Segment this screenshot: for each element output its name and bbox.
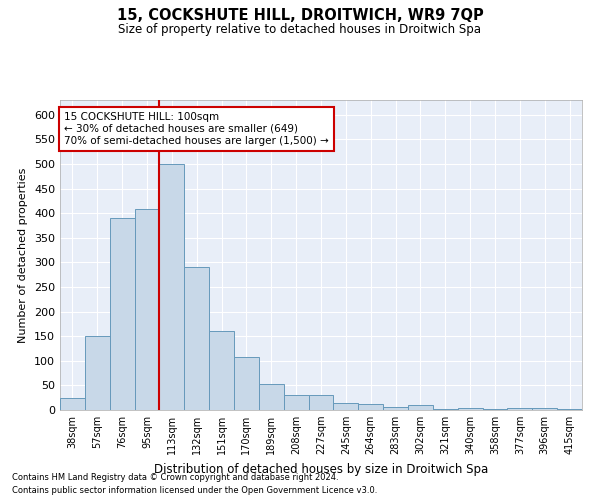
Bar bbox=[383, 406, 408, 410]
Bar bbox=[532, 408, 557, 410]
Bar bbox=[308, 395, 334, 410]
Bar bbox=[284, 395, 308, 410]
X-axis label: Distribution of detached houses by size in Droitwich Spa: Distribution of detached houses by size … bbox=[154, 462, 488, 475]
Text: 15, COCKSHUTE HILL, DROITWICH, WR9 7QP: 15, COCKSHUTE HILL, DROITWICH, WR9 7QP bbox=[116, 8, 484, 22]
Text: Contains HM Land Registry data © Crown copyright and database right 2024.: Contains HM Land Registry data © Crown c… bbox=[12, 474, 338, 482]
Bar bbox=[433, 408, 458, 410]
Text: Size of property relative to detached houses in Droitwich Spa: Size of property relative to detached ho… bbox=[119, 22, 482, 36]
Bar bbox=[508, 408, 532, 410]
Bar bbox=[234, 357, 259, 410]
Bar bbox=[134, 209, 160, 410]
Text: 15 COCKSHUTE HILL: 100sqm
← 30% of detached houses are smaller (649)
70% of semi: 15 COCKSHUTE HILL: 100sqm ← 30% of detac… bbox=[64, 112, 328, 146]
Bar bbox=[209, 332, 234, 410]
Bar bbox=[259, 384, 284, 410]
Bar bbox=[458, 408, 482, 410]
Bar bbox=[160, 164, 184, 410]
Bar bbox=[334, 402, 358, 410]
Bar bbox=[60, 398, 85, 410]
Bar bbox=[557, 408, 582, 410]
Text: Contains public sector information licensed under the Open Government Licence v3: Contains public sector information licen… bbox=[12, 486, 377, 495]
Bar bbox=[482, 408, 508, 410]
Bar bbox=[358, 404, 383, 410]
Bar bbox=[85, 336, 110, 410]
Bar bbox=[408, 405, 433, 410]
Bar bbox=[110, 218, 134, 410]
Bar bbox=[184, 268, 209, 410]
Y-axis label: Number of detached properties: Number of detached properties bbox=[19, 168, 28, 342]
